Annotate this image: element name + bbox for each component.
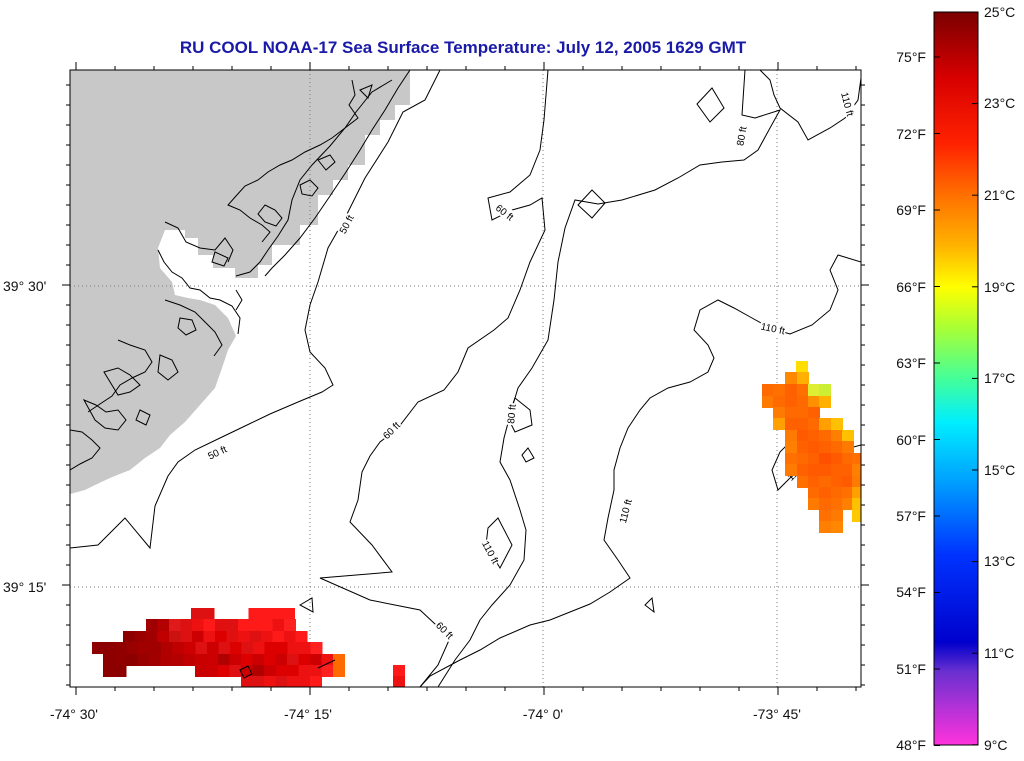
cb-c-21: 21°C <box>984 187 1015 203</box>
map-area: 50 ft 50 ft 60 ft 60 ft 60 ft 80 ft 80 f… <box>70 70 861 687</box>
bathymetry-contours <box>70 70 861 687</box>
longitude-labels: -74° 30' -74° 15' -74° 0' -73° 45' <box>50 706 801 722</box>
cb-c-17: 17°C <box>984 370 1015 386</box>
cb-f-57: 57°F <box>896 508 926 524</box>
contour-label-80-mid: 80 ft <box>506 404 519 425</box>
colorbar-celsius-labels: 25°C 23°C 21°C 19°C 17°C 15°C 13°C 11°C … <box>984 4 1015 753</box>
sst-pixels <box>92 361 861 687</box>
cb-c-23: 23°C <box>984 95 1015 111</box>
latitude-labels: 39° 30' 39° 15' <box>3 278 46 595</box>
colorbar-fahrenheit-labels: 75°F 72°F 69°F 66°F 63°F 60°F 57°F 54°F … <box>896 49 926 753</box>
frame-ticks <box>62 62 869 695</box>
lon-label-4: -73° 45' <box>753 706 801 722</box>
coastline <box>70 70 411 471</box>
cb-f-72: 72°F <box>896 126 926 142</box>
lon-label-2: -74° 15' <box>284 706 332 722</box>
cb-c-15: 15°C <box>984 462 1015 478</box>
contour-label-80-north: 80 ft <box>735 126 749 147</box>
cb-f-69: 69°F <box>896 202 926 218</box>
contour-label-50-north: 50 ft <box>338 213 357 236</box>
cb-c-11: 11°C <box>984 645 1014 661</box>
contour-label-110-east: 110 ft <box>760 322 786 338</box>
cb-c-9: 9°C <box>984 737 1008 753</box>
graticule <box>70 70 861 687</box>
lon-label-1: -74° 30' <box>50 706 98 722</box>
lat-label-2: 39° 15' <box>3 579 46 595</box>
map-title: RU COOL NOAA-17 Sea Surface Temperature:… <box>180 38 747 57</box>
colorbar <box>933 11 979 746</box>
contour-label-110-ne: 110 ft <box>838 91 855 118</box>
cb-f-63: 63°F <box>896 355 926 371</box>
cb-f-60: 60°F <box>896 432 926 448</box>
cb-f-48: 48°F <box>896 737 926 753</box>
lon-label-3: -74° 0' <box>523 706 563 722</box>
cb-f-54: 54°F <box>896 584 926 600</box>
cb-c-25: 25°C <box>984 4 1015 20</box>
contour-label-110-mid: 110 ft <box>618 498 635 525</box>
cb-f-66: 66°F <box>896 279 926 295</box>
cb-f-51: 51°F <box>896 661 926 677</box>
cb-c-13: 13°C <box>984 553 1015 569</box>
lat-label-1: 39° 30' <box>3 278 46 294</box>
colorbar-ticks <box>934 11 978 746</box>
cb-f-75: 75°F <box>896 49 926 65</box>
cb-c-19: 19°C <box>984 279 1015 295</box>
land-mass <box>70 70 410 494</box>
